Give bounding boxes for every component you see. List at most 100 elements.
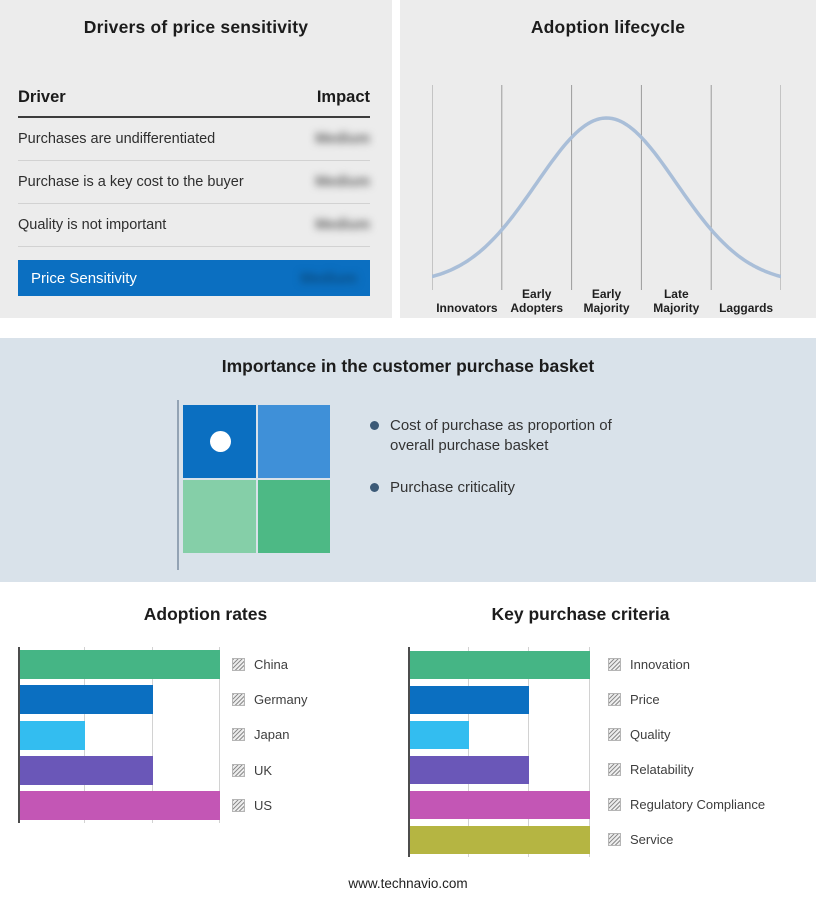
- bullet-text: Cost of purchase as proportion of overal…: [390, 417, 612, 454]
- bar-price: [408, 685, 530, 714]
- purchase-basket-title: Importance in the customer purchase bask…: [221, 356, 595, 376]
- table-row: Purchases are undifferentiated Medium: [18, 118, 370, 161]
- legend-item: Price: [608, 682, 765, 717]
- legend-label: Regulatory Compliance: [630, 797, 766, 812]
- plot-gridline: [528, 647, 530, 857]
- legend-item: Service: [608, 822, 765, 857]
- column-header-driver: Driver: [18, 88, 66, 106]
- legend-item: Germany: [232, 682, 307, 717]
- position-marker-dot: [210, 431, 231, 452]
- quadrant-cell-bottom-right: [257, 480, 330, 553]
- bar-japan: [18, 720, 86, 750]
- legend-label: Germany: [254, 692, 308, 708]
- bar-regulatory-compliance: [408, 790, 590, 819]
- hatched-swatch-icon: [608, 763, 621, 776]
- lifecycle-bell-curve-chart: [432, 85, 781, 290]
- hatched-swatch-icon: [232, 798, 245, 812]
- hatched-swatch-icon: [608, 658, 621, 671]
- impact-value-redacted: Medium: [315, 174, 370, 190]
- quadrant-cell-top-right: [257, 405, 330, 478]
- lifecycle-stage-label: Innovators: [436, 301, 498, 316]
- impact-value-redacted: Medium: [315, 131, 370, 147]
- footer-url: www.technavio.com: [348, 876, 468, 891]
- legend-label: Price: [630, 692, 660, 707]
- driver-label: Quality is not important: [18, 217, 167, 233]
- legend-item: Innovation: [608, 647, 765, 682]
- bullet-item: Cost of purchase as proportion of overal…: [370, 416, 632, 456]
- driver-label: Purchases are undifferentiated: [18, 131, 216, 147]
- table-row: Purchase is a key cost to the buyer Medi…: [18, 161, 370, 204]
- bar-us: [18, 790, 220, 820]
- legend-item: US: [232, 788, 307, 823]
- lifecycle-stage-labels: Innovators Early Adopters Early Majority La…: [432, 286, 781, 316]
- purchase-basket-quadrant: [183, 405, 330, 553]
- plot-gridline: [467, 647, 469, 857]
- lifecycle-panel: Adoption lifecycle Innovators Early Adopt…: [400, 0, 816, 318]
- legend-item: Japan: [232, 717, 307, 752]
- price-sensitivity-bar: Price Sensitivity Medium: [18, 260, 370, 296]
- drivers-table-header: Driver Impact: [18, 88, 370, 118]
- bullet-item: Purchase criticality: [370, 478, 632, 498]
- hatched-swatch-icon: [232, 763, 245, 777]
- lifecycle-stage-label: Late Majority: [653, 287, 700, 316]
- column-header-impact: Impact: [316, 88, 370, 106]
- legend-item: Regulatory Compliance: [608, 787, 765, 822]
- hatched-swatch-icon: [608, 833, 621, 846]
- legend-label: US: [254, 797, 273, 813]
- bar-china: [18, 650, 220, 680]
- y-axis-line: [408, 647, 410, 857]
- bullet-text: Purchase criticality: [390, 478, 516, 496]
- bullet-icon: [370, 482, 379, 492]
- legend-label: Japan: [254, 727, 290, 743]
- bar-innovation: [408, 650, 590, 679]
- price-sensitivity-label: Price Sensitivity: [31, 269, 137, 287]
- legend-item: Relatability: [608, 752, 765, 787]
- bar-relatability: [408, 755, 530, 784]
- impact-value-redacted: Medium: [300, 269, 357, 287]
- legend-item: China: [232, 647, 307, 682]
- plot-gridline: [219, 647, 220, 823]
- quadrant-cell-bottom-left: [183, 480, 256, 553]
- hatched-swatch-icon: [232, 658, 245, 672]
- basket-bullet-list: Cost of purchase as proportion of overal…: [370, 416, 632, 519]
- purchase-basket-band: Importance in the customer purchase bask…: [0, 338, 816, 582]
- y-axis-line: [18, 647, 20, 823]
- hatched-swatch-icon: [232, 693, 245, 707]
- drivers-panel: Drivers of price sensitivity Driver Impa…: [0, 0, 392, 318]
- adoption-rates-title: Adoption rates: [143, 604, 268, 624]
- legend-item: UK: [232, 753, 307, 788]
- hatched-swatch-icon: [608, 798, 621, 811]
- drivers-panel-title: Drivers of price sensitivity: [83, 17, 309, 37]
- legend-label: China: [254, 657, 288, 673]
- lifecycle-curve: [432, 116, 781, 279]
- bar-uk: [18, 755, 153, 785]
- lifecycle-stage-label: Early Majority: [583, 287, 630, 316]
- key-purchase-criteria-legend: Innovation Price Quality Relatability Regula…: [608, 647, 765, 857]
- quadrant-cell-top-left: [183, 405, 256, 478]
- lifecycle-stage-label: Early Adopters: [510, 287, 564, 316]
- plot-gridline: [589, 647, 590, 857]
- bar-germany: [18, 685, 153, 715]
- adoption-rates-chart: [18, 647, 220, 823]
- key-purchase-criteria-title: Key purchase criteria: [491, 604, 670, 624]
- legend-label: Service: [630, 832, 674, 847]
- lifecycle-panel-title: Adoption lifecycle: [530, 17, 686, 37]
- driver-label: Purchase is a key cost to the buyer: [18, 174, 244, 190]
- hatched-swatch-icon: [608, 728, 621, 741]
- bullet-icon: [370, 421, 379, 430]
- adoption-rates-legend: China Germany Japan UK US: [232, 647, 307, 823]
- legend-label: Quality: [630, 727, 671, 742]
- bar-quality: [408, 720, 469, 749]
- quadrant-axis-line: [177, 400, 179, 570]
- legend-item: Quality: [608, 717, 765, 752]
- legend-label: Innovation: [630, 657, 690, 672]
- hatched-swatch-icon: [608, 693, 621, 706]
- table-row: Quality is not important Medium: [18, 204, 370, 247]
- hatched-swatch-icon: [232, 728, 245, 742]
- legend-label: Relatability: [630, 762, 694, 777]
- legend-label: UK: [254, 762, 273, 778]
- lifecycle-stage-label: Laggards: [719, 301, 774, 316]
- drivers-table: Driver Impact Purchases are undifferenti…: [18, 88, 370, 296]
- plot-gridline: [151, 647, 153, 823]
